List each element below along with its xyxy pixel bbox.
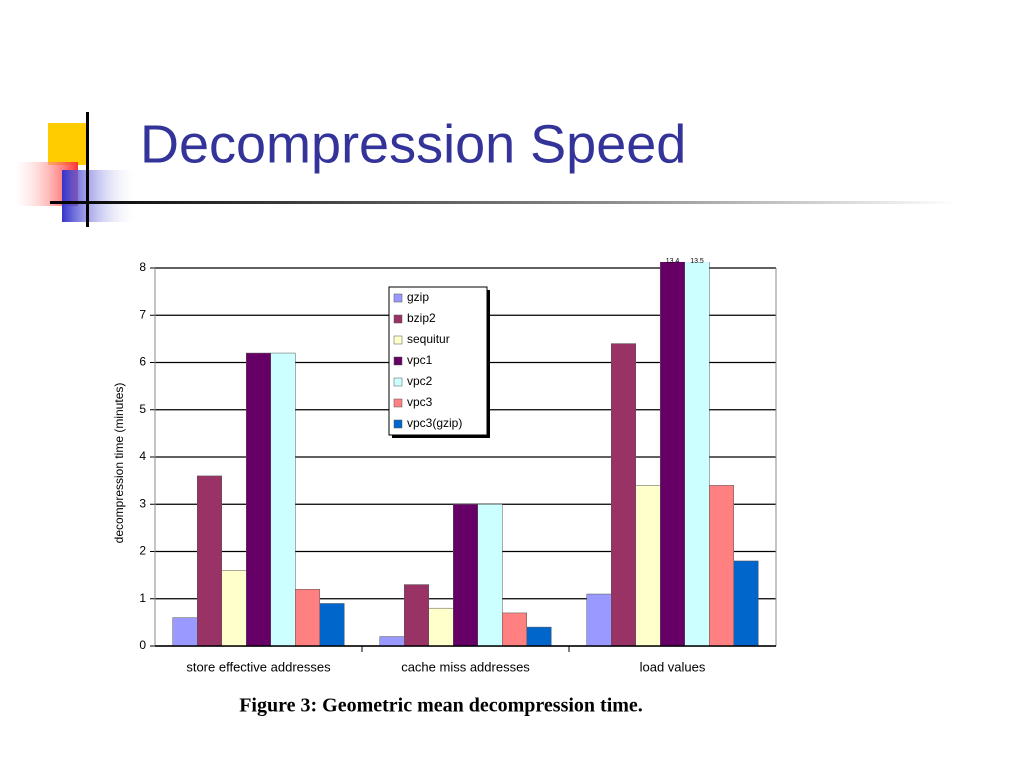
y-tick-label: 5	[139, 402, 146, 416]
bar	[526, 626, 552, 647]
bar	[428, 607, 454, 647]
deco-blue	[62, 170, 138, 222]
bar	[246, 352, 271, 647]
bar	[404, 584, 429, 647]
legend-label: bzip2	[407, 311, 436, 325]
legend-label: sequitur	[407, 332, 450, 346]
bar	[611, 343, 636, 647]
deco-yellow	[48, 123, 88, 165]
bar	[221, 570, 247, 647]
legend-label: vpc2	[407, 374, 433, 388]
legend-swatch	[393, 419, 403, 429]
legend-swatch	[393, 293, 403, 303]
caption: Figure 3: Geometric mean decompression t…	[239, 695, 643, 717]
legend-label: vpc1	[407, 353, 433, 367]
y-tick-label: 2	[139, 544, 146, 558]
plot: 0 1 2 3 4 5 6 7 8 store effective addresses cache …	[139, 258, 777, 674]
legend-box	[388, 286, 488, 436]
overflow-label: 13.5	[690, 258, 704, 265]
bar	[379, 636, 405, 647]
bars	[172, 262, 759, 647]
bar	[477, 504, 503, 647]
legend-swatch	[393, 356, 403, 366]
legend-swatch	[393, 314, 403, 324]
legend-swatch	[393, 335, 403, 345]
legend-label: gzip	[407, 290, 429, 304]
y-tick-label: 1	[139, 591, 146, 605]
bar	[295, 589, 320, 647]
bar	[319, 603, 345, 647]
x-tick-label: cache miss addresses	[401, 659, 530, 674]
bar	[733, 560, 759, 647]
y-tick-label: 0	[139, 638, 146, 652]
bar	[684, 262, 710, 647]
y-tick-label: 3	[139, 496, 146, 510]
y-axis-label: decompression time (minutes)	[112, 383, 126, 544]
overflow-label: 13.4	[666, 258, 680, 265]
x-tick-label: load values	[640, 659, 706, 674]
bar	[172, 617, 198, 647]
legend: gzip bzip2 sequitur vpc1 vpc2 vpc3 vpc3(gzip)	[388, 286, 490, 438]
bar	[709, 485, 734, 647]
legend-label: vpc3	[407, 395, 433, 409]
bar	[635, 485, 661, 647]
bar	[660, 262, 685, 647]
y-tick-label: 7	[139, 307, 146, 321]
legend-swatch	[393, 377, 403, 387]
y-tick-label: 6	[139, 355, 146, 369]
legend-swatch	[393, 398, 403, 408]
bar	[197, 475, 222, 647]
deco-hline	[50, 201, 960, 204]
x-tick-label: store effective addresses	[186, 659, 331, 674]
bar	[502, 612, 527, 647]
bar	[453, 504, 478, 647]
slide-title: Decompression Speed	[140, 114, 686, 174]
deco-vline	[86, 112, 89, 227]
legend-label: vpc3(gzip)	[407, 416, 462, 430]
y-tick-label: 8	[139, 260, 146, 274]
bar	[270, 352, 296, 647]
y-tick-label: 4	[139, 449, 146, 463]
bar	[586, 593, 612, 647]
